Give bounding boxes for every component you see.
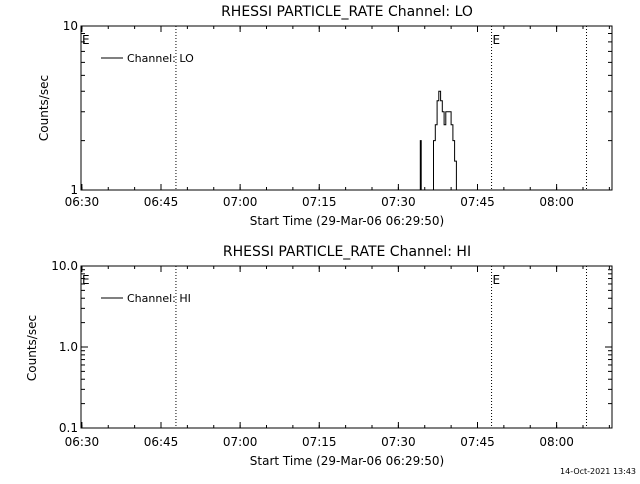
x-tick-label: 07:15 [302,195,337,209]
y-axis-ticks: 0.1 1.0 10.0 [51,259,612,435]
legend-label: Channel: HI [127,292,191,305]
x-axis-label: Start Time (29-Mar-06 06:29:50) [250,454,444,468]
legend: Channel: HI [101,292,191,305]
x-tick-label: 08:00 [539,195,574,209]
chart-title: RHESSI PARTICLE_RATE Channel: LO [221,4,473,20]
x-tick-label: 06:30 [65,435,100,449]
y-axis-label: Counts/sec [25,315,39,381]
x-tick-label: 07:15 [302,435,337,449]
y-axis-label: Counts/sec [37,75,51,141]
y-tick-label: 10 [63,19,78,33]
x-axis-ticks: 06:30 06:45 07:00 07:15 07:30 07:45 08:00 [65,266,610,449]
x-tick-label: 07:00 [223,195,258,209]
y-tick-label: 0.1 [59,421,78,435]
x-tick-label: 07:30 [381,195,416,209]
x-tick-label: 06:30 [65,195,100,209]
plot-frame [80,265,613,429]
y-tick-label: 1.0 [59,340,78,354]
series-group [419,90,457,191]
legend-label: Channel: LO [127,52,194,65]
plot-frame [80,25,613,191]
x-tick-label: 06:45 [144,195,179,209]
x-tick-label: 07:45 [460,195,495,209]
x-tick-label: 07:30 [381,435,416,449]
y-tick-label: 1 [70,183,78,197]
x-tick-label: 06:45 [144,435,179,449]
y-axis-ticks: 1 10 [63,19,612,197]
y-tick-label: 10.0 [51,259,78,273]
x-tick-label: 08:00 [539,435,574,449]
legend: Channel: LO [101,52,194,65]
x-tick-label: 07:45 [460,435,495,449]
event-marker-label: E [493,273,501,287]
footer-timestamp: 14-Oct-2021 13:43 [560,467,636,476]
x-axis-ticks: 06:30 06:45 07:00 07:15 07:30 07:45 08:00 [65,26,610,209]
x-tick-label: 07:00 [223,435,258,449]
chart-title: RHESSI PARTICLE_RATE Channel: HI [223,244,471,260]
event-marker-label: E [82,33,90,47]
event-marker-label: E [82,273,90,287]
event-marker-label: E [493,33,501,47]
series-line [419,90,457,191]
x-axis-label: Start Time (29-Mar-06 06:29:50) [250,214,444,228]
